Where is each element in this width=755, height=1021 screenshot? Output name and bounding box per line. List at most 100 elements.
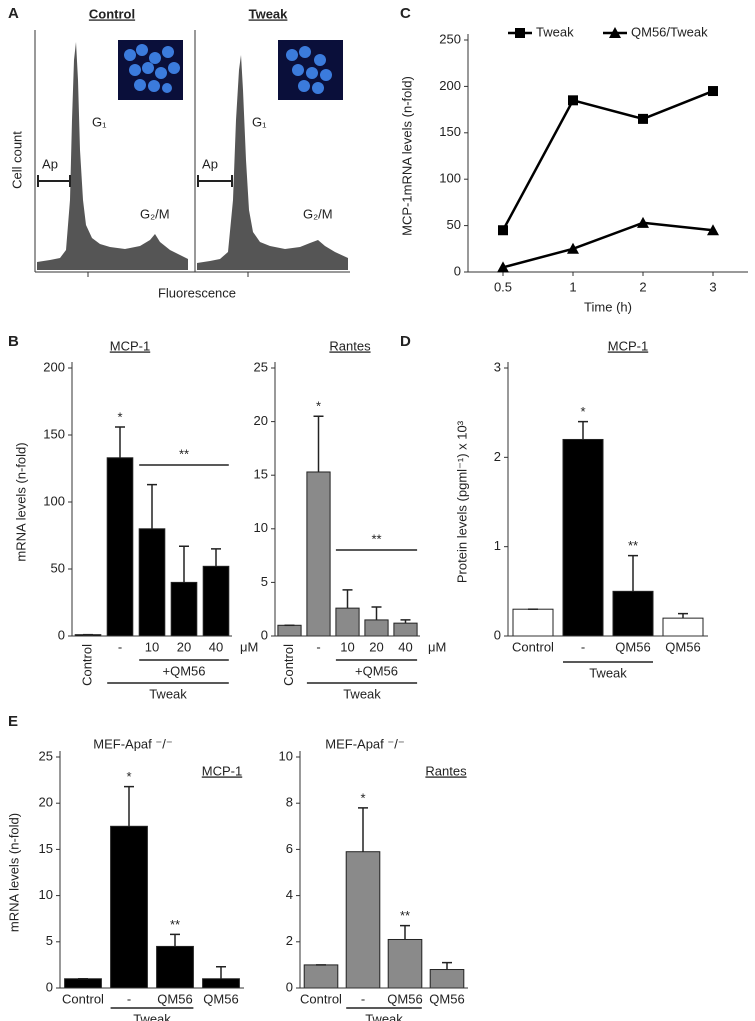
y-tick-label: 4 [286, 887, 293, 902]
y-axis-label: Protein levels (pgml⁻¹) x 10³ [454, 420, 469, 583]
bar [303, 964, 339, 989]
error-bar [678, 612, 688, 619]
y-tick-label: 2 [286, 933, 293, 948]
cells [124, 44, 180, 93]
ap-label: Ap [42, 156, 58, 171]
ap-bracket [37, 175, 71, 187]
panel-label: C [400, 5, 411, 22]
y-tick-label: 10 [279, 748, 293, 763]
y-tick-label: 5 [261, 574, 268, 589]
y-tick-label: 5 [46, 933, 53, 948]
bar [335, 607, 360, 637]
bar [387, 938, 423, 989]
bracket-label: ** [371, 531, 381, 546]
bar [612, 590, 654, 637]
error-bar [179, 545, 189, 583]
significance: ** [628, 538, 638, 553]
histogram-title: Control [89, 6, 135, 21]
group-label: Tweak [365, 1011, 403, 1021]
point [708, 86, 718, 97]
error-bar [628, 554, 638, 592]
error-bar [578, 420, 588, 440]
point [567, 242, 579, 254]
x-tick-label: 0.5 [494, 279, 512, 294]
y-tick-label: 10 [254, 520, 268, 535]
bar [393, 622, 418, 637]
y-axis-label: mRNA levels (n-fold) [13, 442, 28, 561]
histogram [37, 42, 188, 270]
bar [156, 945, 194, 989]
y-tick-label: 6 [286, 841, 293, 856]
x-tick-label: 20 [177, 639, 191, 654]
error-bar [400, 924, 410, 940]
y-tick-label: 150 [43, 426, 65, 441]
error-bar [216, 965, 226, 979]
x-tick-label: - [581, 639, 585, 654]
error-bar [115, 426, 125, 458]
significance: * [316, 399, 321, 414]
significance: * [126, 769, 131, 784]
legend-label: Tweak [536, 24, 574, 39]
point [638, 113, 648, 124]
error-bar [170, 933, 180, 947]
x-tick-label: - [361, 991, 365, 1006]
y-tick-label: 20 [39, 795, 53, 810]
y-tick-label: 200 [439, 78, 461, 93]
bar [306, 471, 331, 637]
y-tick-label: 2 [494, 449, 501, 464]
chart-title: MCP-1 [110, 338, 150, 353]
x-tick-label: QM56 [429, 991, 464, 1006]
x-tick-label: 40 [209, 639, 223, 654]
group-label: +QM56 [163, 663, 206, 678]
x-axis-label: Time (h) [584, 299, 632, 314]
y-tick-label: 8 [286, 795, 293, 810]
x-tick-label: 10 [340, 639, 354, 654]
point [637, 216, 649, 228]
x-tick-label: QM56 [387, 991, 422, 1006]
y-tick-label: 250 [439, 31, 461, 46]
point [707, 224, 719, 236]
ap-bracket [197, 175, 233, 187]
y-tick-label: 0 [454, 263, 461, 278]
x-tick-label: QM56 [203, 991, 238, 1006]
y-tick-label: 100 [43, 493, 65, 508]
x-tick-label: 10 [145, 639, 159, 654]
bar [110, 825, 148, 989]
bar [512, 608, 554, 637]
x-tick-label: - [127, 991, 131, 1006]
bar [364, 619, 389, 637]
error-bar [371, 606, 382, 620]
bar [138, 528, 166, 637]
chart-title: MCP-1 [608, 338, 648, 353]
y-tick-label: 200 [43, 359, 65, 374]
histogram-title: Tweak [249, 6, 289, 21]
y-tick-label: 15 [39, 841, 53, 856]
error-bar [147, 483, 157, 529]
x-tick-label: 3 [709, 279, 716, 294]
chart-title: MEF-Apaf ⁻/⁻ [325, 736, 404, 751]
bar [277, 624, 302, 637]
y-tick-label: 100 [439, 171, 461, 186]
y-tick-label: 3 [494, 359, 501, 374]
y-tick-label: 150 [439, 124, 461, 139]
group-label: +QM56 [355, 663, 398, 678]
y-tick-label: 0 [286, 979, 293, 994]
y-tick-label: 50 [51, 560, 65, 575]
legend-marker [609, 27, 621, 38]
chart-subtitle: Rantes [425, 763, 467, 778]
error-bar [342, 589, 353, 609]
significance: ** [400, 908, 410, 923]
histogram [197, 55, 348, 270]
bracket-label: ** [179, 446, 189, 461]
error-bar [442, 961, 452, 970]
x-tick-label: Control [281, 644, 296, 686]
bar [106, 457, 134, 637]
panel-label: B [8, 333, 19, 350]
series-line [501, 89, 714, 231]
unit-label: μM [240, 639, 258, 654]
y-axis-label: MCP-1mRNA levels (n-fold) [399, 76, 414, 236]
panel-label: E [8, 713, 18, 730]
x-tick-label: QM56 [157, 991, 192, 1006]
y-axis-label: mRNA levels (n-fold) [6, 813, 21, 932]
